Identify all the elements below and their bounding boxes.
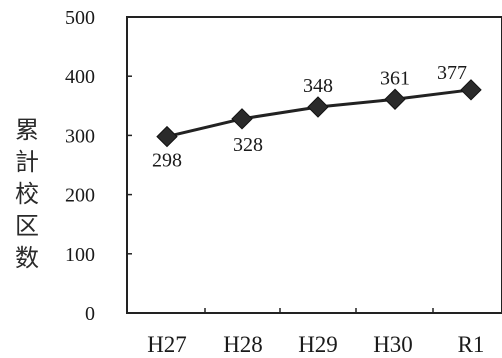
- series-markers: [156, 79, 482, 148]
- x-tick-label: H30: [373, 332, 413, 357]
- y-axis-label-char: 累: [15, 116, 39, 144]
- y-axis-ticks: 0 100 200 300 400 500: [65, 7, 132, 325]
- data-point: [231, 108, 253, 130]
- y-tick-label: 100: [65, 244, 95, 266]
- y-axis-label-char: 区: [15, 212, 39, 240]
- data-point: [384, 88, 406, 110]
- data-labels: 298 328 348 361 377: [152, 62, 467, 172]
- data-label: 298: [152, 150, 182, 172]
- data-point: [156, 125, 178, 148]
- x-tick-label: R1: [458, 332, 485, 357]
- y-axis-label-char: 校: [15, 180, 39, 208]
- y-tick-label: 500: [65, 7, 95, 29]
- data-label: 348: [303, 75, 333, 97]
- x-tick-label: H27: [147, 332, 187, 357]
- data-point: [307, 96, 329, 118]
- data-label: 328: [233, 134, 263, 156]
- y-axis-label-char: 計: [15, 148, 39, 176]
- y-tick-label: 400: [65, 66, 95, 88]
- x-axis-ticks: H27 H28 H29 H30 R1: [147, 308, 484, 357]
- y-tick-label: 200: [65, 185, 95, 207]
- plot-frame: [126, 16, 502, 314]
- data-label: 377: [437, 62, 467, 84]
- x-tick-label: H29: [298, 332, 338, 357]
- y-axis-label-char: 数: [15, 244, 39, 272]
- data-point: [460, 79, 482, 101]
- data-label: 361: [380, 67, 410, 89]
- y-tick-label: 0: [85, 303, 95, 325]
- x-tick-label: H28: [223, 332, 263, 357]
- y-tick-label: 300: [65, 125, 95, 147]
